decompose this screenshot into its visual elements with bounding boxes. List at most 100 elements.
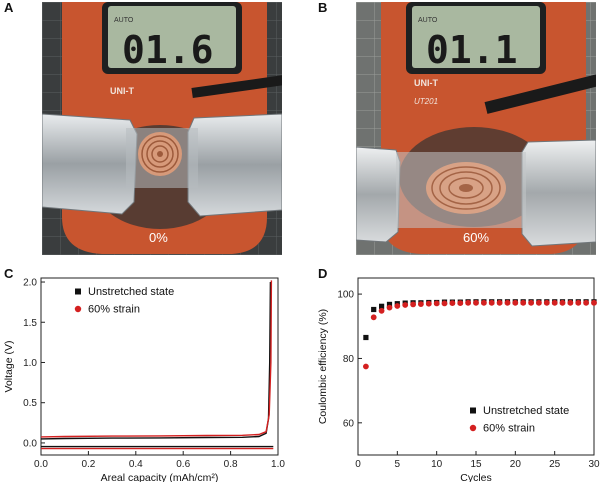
lcd-mode: AUTO bbox=[114, 17, 134, 24]
legend-marker-square bbox=[75, 288, 81, 295]
meter-model: UT201 bbox=[414, 97, 438, 106]
multimeter-illustration-a: AUTO 01.6 UNI-T 0% bbox=[42, 2, 282, 255]
data-point-60-strain bbox=[378, 307, 385, 314]
data-point-60-strain bbox=[473, 299, 479, 306]
y-tick-label: 0.5 bbox=[23, 398, 37, 409]
x-tick-label: 0.8 bbox=[224, 459, 238, 470]
y-tick-label: 2.0 bbox=[23, 278, 37, 289]
panel-letter-c: C bbox=[4, 266, 14, 281]
data-point-60-strain bbox=[481, 299, 487, 306]
x-tick-label: 25 bbox=[549, 459, 561, 470]
x-tick-label: 15 bbox=[470, 459, 482, 470]
x-tick-label: 30 bbox=[588, 459, 600, 470]
data-point-60-strain bbox=[575, 299, 582, 306]
data-point-60-strain bbox=[449, 300, 456, 306]
lcd-reading: 01.1 bbox=[426, 28, 518, 72]
copper-spiral-coil bbox=[426, 162, 506, 214]
x-tick-label: 0.4 bbox=[129, 459, 143, 470]
data-point-60-strain bbox=[512, 299, 519, 306]
x-tick-label: 1.0 bbox=[271, 459, 285, 470]
y-tick-label: 1.0 bbox=[23, 358, 37, 369]
panel-letter-d: D bbox=[318, 266, 328, 281]
copper-spiral-coil bbox=[138, 132, 182, 176]
x-tick-label: 0.6 bbox=[176, 459, 190, 470]
x-tick-label: 10 bbox=[431, 459, 443, 470]
y-tick-label: 0.0 bbox=[23, 438, 37, 449]
legend-marker-circle bbox=[74, 305, 82, 313]
legend-label: 60% strain bbox=[483, 423, 535, 435]
data-point-unstretched bbox=[363, 334, 369, 341]
data-point-60-strain bbox=[543, 299, 550, 306]
data-point-unstretched bbox=[379, 303, 385, 309]
y-tick-label: 60 bbox=[343, 418, 355, 429]
panel-letter-b: B bbox=[318, 0, 328, 15]
data-point-unstretched bbox=[386, 301, 393, 307]
lcd-mode: AUTO bbox=[418, 17, 438, 24]
data-point-60-strain bbox=[504, 299, 511, 306]
chart-d-svg: 0 5 10 15 20 25 30 60 80 100 Cycles Coulombic effic… bbox=[317, 277, 600, 482]
series-line-60-strain-charge bbox=[40, 280, 273, 438]
data-point-60-strain bbox=[528, 299, 534, 306]
data-point-60-strain bbox=[402, 302, 409, 308]
data-point-60-strain bbox=[496, 299, 503, 306]
x-tick-label: 5 bbox=[395, 459, 401, 470]
x-tick-label: 0.2 bbox=[81, 459, 95, 470]
lcd-screen bbox=[412, 6, 540, 68]
strain-label: 0% bbox=[149, 230, 168, 245]
left-clamp bbox=[42, 113, 138, 215]
data-point-60-strain bbox=[433, 300, 440, 307]
series-line-unstretched-charge bbox=[40, 281, 272, 440]
data-point-60-strain bbox=[465, 299, 471, 306]
legend-label: Unstretched state bbox=[88, 286, 174, 298]
x-tick-label: 0.0 bbox=[34, 459, 48, 470]
legend-label: 60% strain bbox=[88, 304, 140, 316]
legend-label: Unstretched state bbox=[483, 405, 569, 417]
data-point-60-strain bbox=[520, 299, 527, 306]
right-clamp bbox=[521, 139, 596, 247]
data-point-60-strain bbox=[410, 301, 416, 308]
lcd-reading: 01.6 bbox=[122, 28, 214, 72]
meter-brand: UNI-T bbox=[110, 86, 134, 96]
left-clamp bbox=[356, 146, 401, 243]
probe-lead bbox=[484, 73, 596, 114]
lcd-screen bbox=[108, 6, 236, 68]
data-point-60-strain bbox=[583, 299, 589, 306]
data-point-60-strain bbox=[536, 299, 542, 306]
chart-c-svg: 0.0 0.2 0.4 0.6 0.8 1.0 0.0 0.5 1.0 1.5 2.0 Areal c… bbox=[3, 277, 285, 482]
plot-frame bbox=[40, 277, 279, 456]
y-axis-title: Coulombic efficiency (%) bbox=[317, 309, 329, 424]
chart-c: 0.0 0.2 0.4 0.6 0.8 1.0 0.0 0.5 1.0 1.5 2.0 Areal c… bbox=[0, 268, 300, 482]
data-point-60-strain bbox=[363, 363, 369, 370]
right-clamp bbox=[187, 113, 282, 217]
multimeter-illustration-b: AUTO 01.1 UNI-T UT201 60% bbox=[356, 2, 596, 255]
photo-panel-a: AUTO 01.6 UNI-T 0% bbox=[42, 2, 282, 255]
legend-marker-square bbox=[470, 407, 476, 414]
data-point-60-strain bbox=[370, 314, 377, 321]
panel-letter-a: A bbox=[4, 0, 14, 15]
meter-brand: UNI-T bbox=[414, 78, 438, 88]
data-point-60-strain bbox=[551, 299, 558, 306]
photo-panel-b: AUTO 01.1 UNI-T UT201 60% bbox=[356, 2, 596, 255]
data-point-unstretched bbox=[371, 306, 377, 313]
x-tick-label: 20 bbox=[510, 459, 522, 470]
data-point-60-strain bbox=[457, 300, 464, 306]
data-point-60-strain bbox=[394, 303, 401, 309]
chart-d: 0 5 10 15 20 25 30 60 80 100 Cycles Coulombic effic… bbox=[314, 268, 600, 482]
x-axis-title: Areal capacity (mAh/cm²) bbox=[101, 472, 219, 482]
data-point-60-strain bbox=[591, 299, 597, 306]
data-point-60-strain bbox=[567, 299, 574, 306]
strain-label: 60% bbox=[463, 230, 489, 245]
y-axis-title: Voltage (V) bbox=[3, 341, 15, 393]
y-tick-label: 80 bbox=[343, 354, 355, 365]
data-point-60-strain bbox=[386, 304, 393, 311]
x-axis-title: Cycles bbox=[460, 472, 492, 482]
y-tick-label: 100 bbox=[337, 290, 354, 301]
data-point-60-strain bbox=[488, 299, 495, 306]
y-tick-label: 1.5 bbox=[23, 318, 37, 329]
probe-lead bbox=[191, 72, 282, 98]
data-point-60-strain bbox=[418, 301, 424, 307]
data-point-60-strain bbox=[559, 299, 566, 306]
x-tick-label: 0 bbox=[355, 459, 361, 470]
legend-marker-circle bbox=[469, 424, 477, 432]
data-point-60-strain bbox=[425, 300, 432, 307]
